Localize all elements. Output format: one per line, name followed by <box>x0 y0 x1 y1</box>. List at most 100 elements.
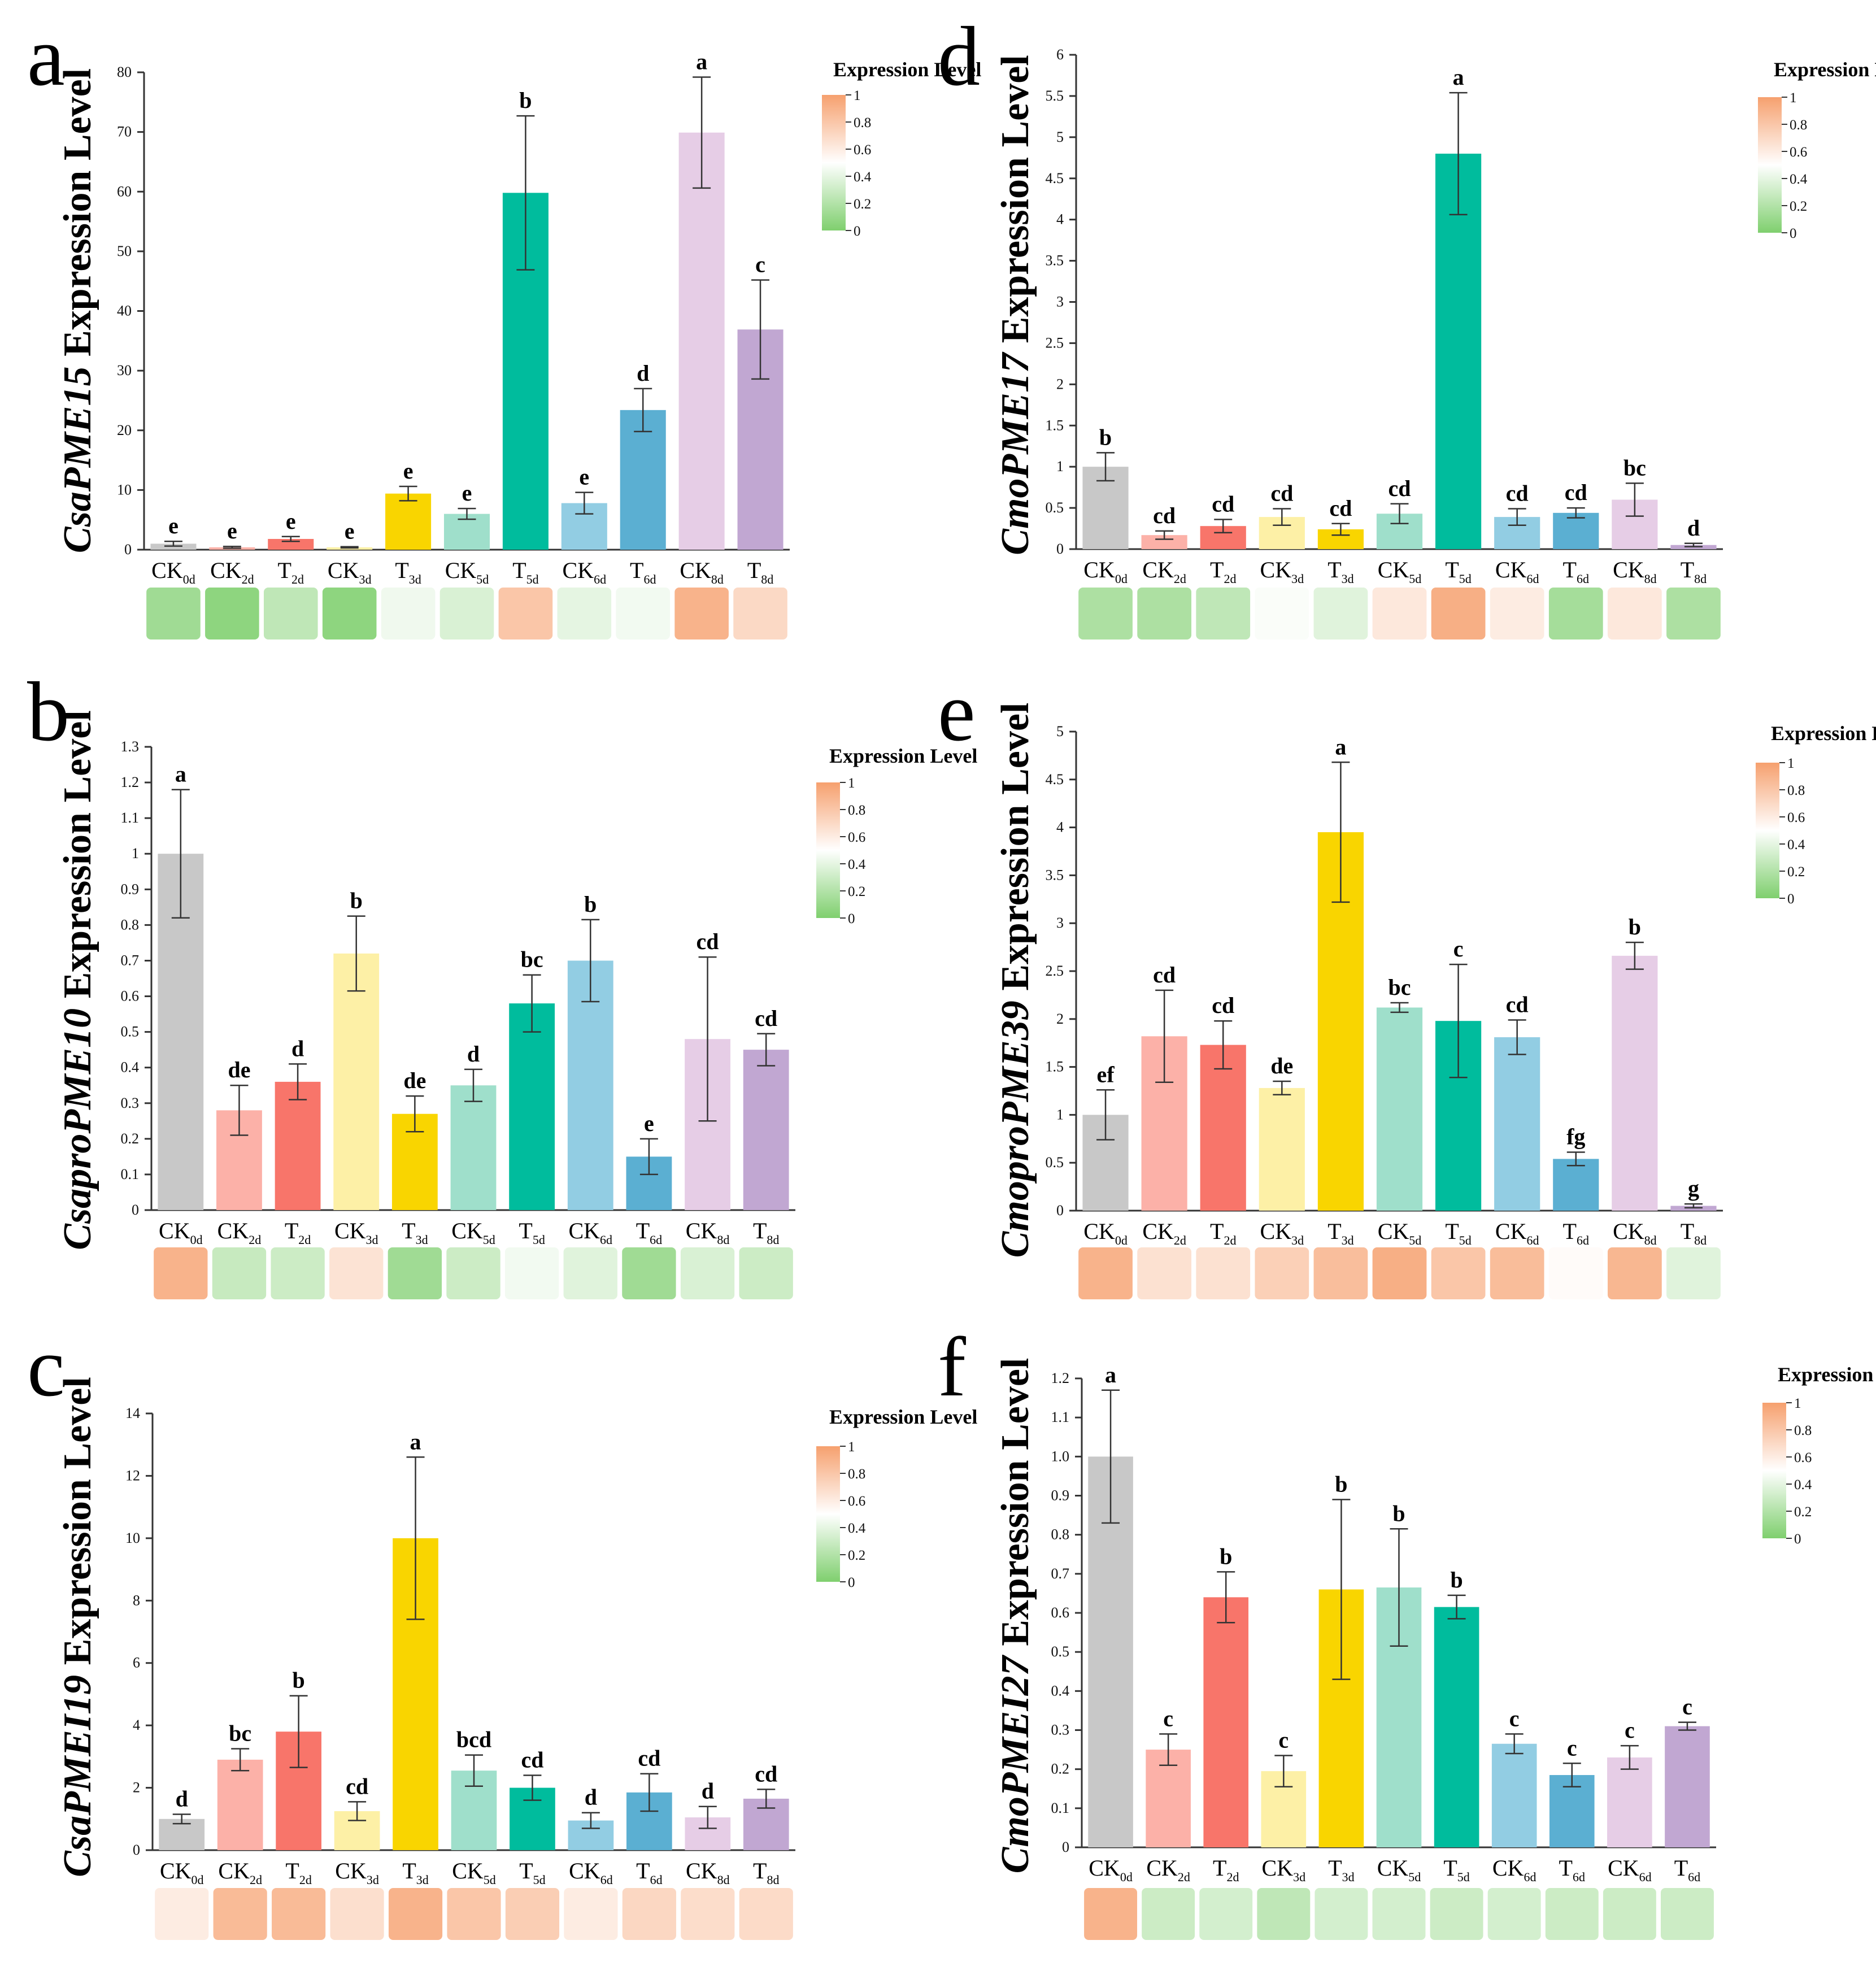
legend-colorbar <box>1762 1403 1786 1538</box>
x-tick-label: T6d <box>1559 1855 1585 1884</box>
y-tick-label: 0.2 <box>121 1130 140 1147</box>
heatmap-cell <box>1196 588 1251 640</box>
x-tick-label: CK6d <box>568 1218 612 1247</box>
heatmap-cell <box>557 588 612 640</box>
heatmap-cell <box>1313 1247 1368 1299</box>
panel-letter: d <box>938 10 980 103</box>
x-tick-label: CK6d <box>563 558 607 586</box>
legend-tick-label: 0.8 <box>848 803 865 818</box>
legend-tick-label: 0.6 <box>854 142 871 158</box>
x-tick-label: CK5d <box>452 1858 496 1887</box>
legend-title: Expression Level <box>1771 722 1876 745</box>
y-tick-label: 1.3 <box>121 738 140 755</box>
x-tick-label: T8d <box>753 1858 779 1887</box>
bar <box>1607 1757 1652 1847</box>
bar <box>1376 1007 1423 1211</box>
significance-letter: a <box>175 762 186 787</box>
bar <box>1665 1726 1710 1847</box>
significance-letter: de <box>228 1057 250 1082</box>
x-tick-label: T6d <box>636 1218 662 1247</box>
bar <box>275 1081 321 1210</box>
x-tick-label: CK8d <box>1613 1219 1657 1247</box>
y-tick-label: 2.5 <box>1046 334 1064 351</box>
heatmap-cell <box>733 588 787 640</box>
y-tick-label: 1 <box>1056 1106 1064 1123</box>
heatmap-cell <box>271 1247 325 1299</box>
significance-letter: e <box>462 480 472 506</box>
significance-letter: b <box>1629 914 1641 939</box>
y-tick-label: 2 <box>1056 376 1064 392</box>
significance-letter: g <box>1688 1176 1699 1201</box>
significance-letter: cd <box>755 1006 777 1031</box>
heatmap-cell <box>329 1247 384 1299</box>
bar <box>333 953 380 1210</box>
y-tick-label: 0 <box>132 1202 139 1218</box>
y-tick-label: 12 <box>125 1467 140 1484</box>
y-tick-label: 0.1 <box>1051 1800 1070 1816</box>
y-tick-label: 10 <box>117 481 132 498</box>
panel-letter: e <box>938 665 976 759</box>
heatmap-cell <box>205 588 259 640</box>
y-tick-label: 0.9 <box>1051 1487 1070 1504</box>
y-tick-label: 0.4 <box>121 1059 140 1076</box>
panel-e: e CmoproPME39 Expression Level 0 0.5 1 1.5 2 2.… <box>938 665 1876 1299</box>
panel-letter: a <box>27 10 65 103</box>
heatmap-cell <box>622 1247 676 1299</box>
y-tick-label: 10 <box>125 1530 140 1546</box>
y-tick-label: 4 <box>1056 211 1064 228</box>
x-tick-label: CK0d <box>151 558 195 586</box>
panel-d: d CmoPME17 Expression Level 0 0.5 1 1.5 2 2.5 3 3… <box>938 10 1876 640</box>
bar <box>268 538 314 550</box>
significance-letter: e <box>345 519 355 544</box>
heatmap-cell <box>1137 588 1192 640</box>
y-tick-label: 2 <box>1056 1011 1064 1027</box>
bar <box>1494 1037 1540 1211</box>
x-tick-label: CK5d <box>445 558 489 586</box>
heatmap-cell <box>212 1247 267 1299</box>
heatmap-cell <box>1490 1247 1544 1299</box>
panel-letter: f <box>938 1320 966 1414</box>
heatmap-cell <box>1372 1888 1426 1940</box>
legend-tick-label: 0.4 <box>1790 172 1808 187</box>
x-tick-label: T8d <box>753 1218 779 1247</box>
bar <box>678 132 725 550</box>
heatmap-cell <box>1545 1888 1599 1940</box>
x-tick-label: T3d <box>1327 1219 1353 1247</box>
x-tick-label: T8d <box>1681 557 1707 586</box>
x-tick-label: CK5d <box>1378 1219 1422 1247</box>
heatmap-cell <box>263 588 318 640</box>
legend-title: Expression Level <box>829 745 977 767</box>
heatmap-cell <box>1084 1888 1138 1940</box>
heatmap-cell <box>616 588 671 640</box>
panel-letter: b <box>27 665 69 759</box>
x-tick-label: T3d <box>1327 557 1353 586</box>
bar <box>509 1003 555 1210</box>
y-tick-label: 5 <box>1056 723 1064 739</box>
heatmap-cell <box>1603 1888 1656 1940</box>
x-tick-label: CK6d <box>1608 1855 1652 1884</box>
x-tick-label: T5d <box>1443 1855 1469 1884</box>
significance-letter: bc <box>521 947 543 972</box>
heatmap-cell <box>381 588 436 640</box>
significance-letter: cd <box>1506 481 1529 506</box>
y-tick-label: 1.2 <box>121 774 140 790</box>
legend-title: Expression Level <box>1774 58 1876 81</box>
y-tick-label: 4.5 <box>1046 771 1064 788</box>
significance-letter: e <box>286 508 296 534</box>
heatmap-cell <box>213 1888 267 1940</box>
legend-tick-label: 0.2 <box>854 197 871 212</box>
heatmap-cell <box>1607 1247 1662 1299</box>
significance-letter: d <box>585 1785 597 1810</box>
legend-tick-label: 0.2 <box>848 884 865 899</box>
heatmap-cell <box>1666 1247 1721 1299</box>
y-tick-label: 3.5 <box>1046 253 1064 269</box>
legend-tick-label: 0.8 <box>854 115 871 130</box>
x-tick-label: T6d <box>630 558 656 586</box>
heatmap-cell <box>1430 1888 1483 1940</box>
significance-letter: bc <box>1388 975 1411 1000</box>
heatmap-cell <box>622 1888 676 1940</box>
legend-tick-label: 0 <box>848 911 855 926</box>
significance-letter: e <box>644 1111 654 1136</box>
